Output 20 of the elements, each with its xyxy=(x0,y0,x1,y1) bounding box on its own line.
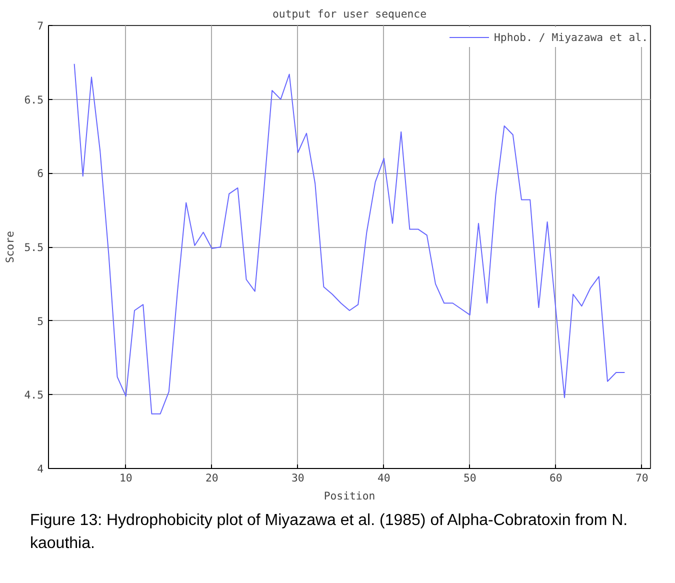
x-axis-title: Position xyxy=(324,490,376,502)
x-tick-label: 70 xyxy=(635,472,648,484)
y-tick-label: 5 xyxy=(37,314,44,328)
y-tick-label: 7 xyxy=(37,20,44,32)
x-tick-label: 10 xyxy=(119,472,132,484)
y-tick-label: 6.5 xyxy=(24,93,44,106)
x-tick-label: 50 xyxy=(463,472,476,484)
x-tick-label: 60 xyxy=(549,472,562,484)
x-tick-label: 40 xyxy=(377,472,390,484)
y-tick-label: 6 xyxy=(37,167,44,180)
legend-label: Hphob. / Miyazawa et al. xyxy=(494,30,648,44)
x-tick-label: 20 xyxy=(205,472,218,484)
line-series xyxy=(74,63,626,414)
chart-title: output for user sequence xyxy=(272,8,426,20)
y-tick-label: 5.5 xyxy=(24,241,44,254)
y-tick-label: 4.5 xyxy=(24,388,44,402)
caption: Figure 13: Hydrophobicity plot of Miyazawa et al. (1985) of Alpha-Cobratoxin from N. kaouthia. xyxy=(30,511,629,554)
y-tick-label: 4 xyxy=(37,462,44,476)
y-axis-title: Score xyxy=(3,230,16,264)
x-tick-label: 30 xyxy=(291,472,304,484)
